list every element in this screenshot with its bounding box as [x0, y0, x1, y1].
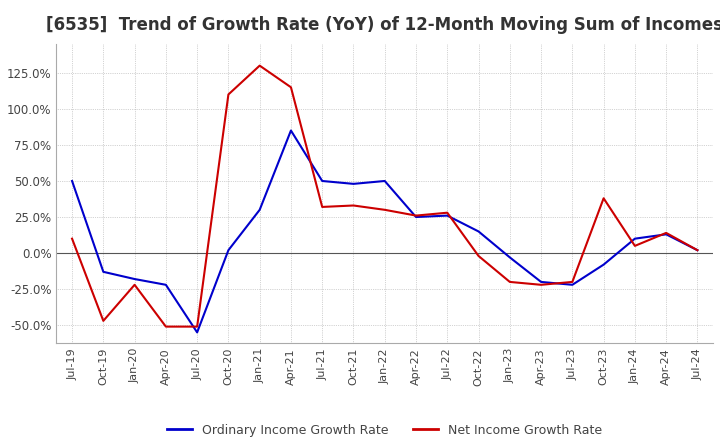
Legend: Ordinary Income Growth Rate, Net Income Growth Rate: Ordinary Income Growth Rate, Net Income … [162, 419, 608, 440]
Title: [6535]  Trend of Growth Rate (YoY) of 12-Month Moving Sum of Incomes: [6535] Trend of Growth Rate (YoY) of 12-… [46, 16, 720, 34]
